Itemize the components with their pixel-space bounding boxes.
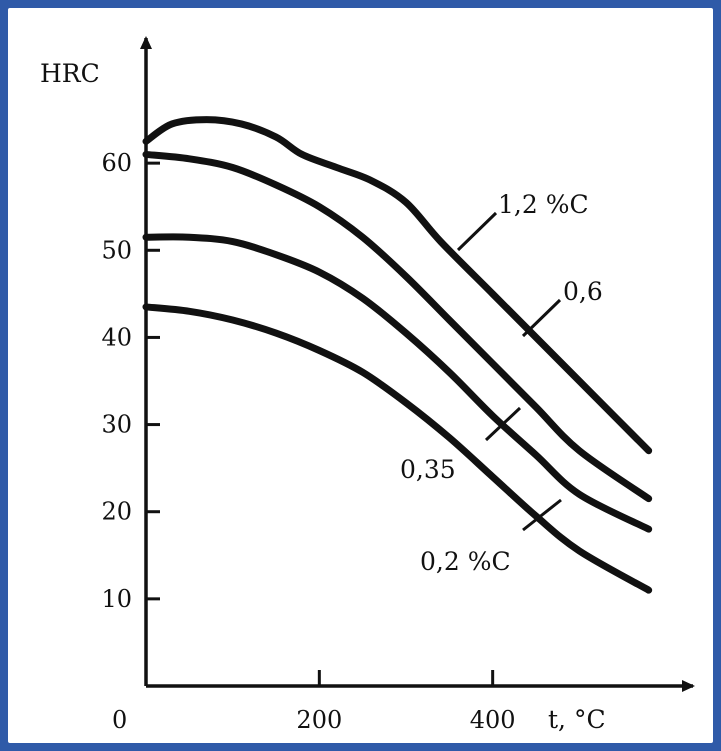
series-0-2-percent-c-leader <box>522 498 562 532</box>
series-1-2-percent-c-label: 1,2 %C <box>498 190 589 219</box>
ticks: 10 20 30 40 50 60 200 400 <box>101 149 515 734</box>
y-tick-label: 60 <box>101 149 132 177</box>
chart-frame: HRC t, °C 0 10 20 30 40 50 60 200 400 1,2 %C 0,6 0,… <box>8 8 713 743</box>
series-0-6-leader <box>521 298 562 338</box>
y-tick-label: 50 <box>101 236 132 264</box>
x-axis-label: t, °C <box>548 705 606 734</box>
curve-labels: 1,2 %C 0,6 0,35 0,2 %C <box>400 190 603 576</box>
y-axis-label: HRC <box>40 59 100 88</box>
tempering-hardness-chart: HRC t, °C 0 10 20 30 40 50 60 200 400 1,2 %C 0,6 0,… <box>40 36 695 734</box>
series-0-6-line <box>142 150 653 503</box>
series-0-35-label: 0,35 <box>400 455 456 484</box>
series-0-35-line <box>142 233 653 533</box>
x-tick-label: 400 <box>470 706 516 734</box>
y-tick-label: 10 <box>101 585 132 613</box>
series-0-6-label: 0,6 <box>563 277 603 306</box>
series-1-2-percent-c-leader <box>456 211 498 252</box>
origin-label: 0 <box>112 706 127 734</box>
y-tick-label: 20 <box>101 498 132 526</box>
series-0-35-leader <box>484 406 522 442</box>
series-1-2-percent-c-line <box>142 116 653 455</box>
y-tick-label: 30 <box>101 411 132 439</box>
y-tick-label: 40 <box>101 323 132 351</box>
axes: HRC t, °C 0 <box>40 36 695 734</box>
series-0-2-percent-c-label: 0,2 %C <box>420 547 511 576</box>
x-tick-label: 200 <box>296 706 342 734</box>
series-0-2-percent-c-line <box>142 303 653 594</box>
series-group <box>142 116 653 594</box>
